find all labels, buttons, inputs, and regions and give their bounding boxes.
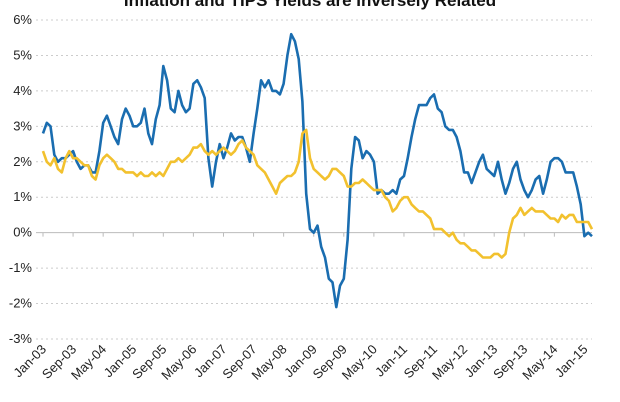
y-tick-label: 0% bbox=[13, 225, 32, 240]
y-tick-label: 6% bbox=[13, 12, 32, 27]
y-tick-label: -2% bbox=[9, 296, 33, 311]
x-tick-label: Jan-15 bbox=[552, 342, 591, 381]
y-tick-label: 1% bbox=[13, 189, 32, 204]
y-tick-label: -1% bbox=[9, 260, 33, 275]
series-line-blue bbox=[41, 32, 593, 309]
series-line-yellow bbox=[41, 128, 594, 259]
y-tick-label: 4% bbox=[13, 83, 32, 98]
chart-title: Inflation and TIPS Yields are Inversely … bbox=[123, 0, 497, 10]
y-tick-label: 2% bbox=[13, 154, 32, 169]
y-tick-label: 3% bbox=[13, 118, 32, 133]
y-tick-label: 5% bbox=[13, 47, 32, 62]
y-tick-label: -3% bbox=[9, 331, 33, 346]
